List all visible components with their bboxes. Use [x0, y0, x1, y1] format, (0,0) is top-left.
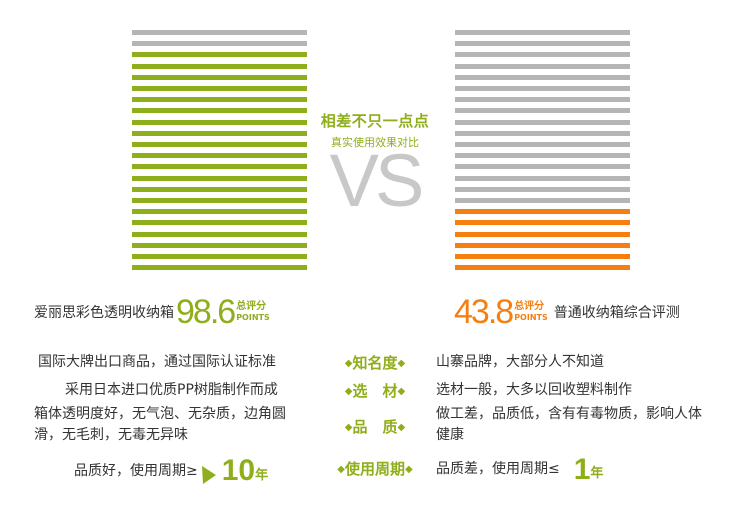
- right-usage-period: 品质差，使用周期≤ 1 年: [436, 452, 686, 486]
- criteria-label: 使用周期: [344, 460, 405, 478]
- left-filled-stripe: [132, 164, 307, 170]
- left-empty-stripe: [132, 30, 307, 35]
- right-empty-stripe: [455, 142, 630, 147]
- left-period-value: 10: [221, 454, 256, 487]
- left-period-unit: 年: [255, 468, 269, 483]
- right-brand-name: 普通收纳箱综合评测: [553, 305, 680, 321]
- left-filled-stripe: [132, 119, 307, 125]
- left-material: 采用日本进口优质PP树脂制作而成: [65, 382, 278, 398]
- right-unit-bottom: POINTS: [514, 313, 548, 322]
- diamond-icon: ◆: [397, 358, 406, 369]
- right-empty-stripe: [455, 130, 630, 136]
- left-filled-stripe: [132, 142, 307, 147]
- criteria-brand-recognition: ◆知名度◆: [322, 352, 428, 373]
- left-score-row: 爱丽思彩色透明收纳箱 98.6 总评分 POINTS: [34, 292, 276, 332]
- left-score-unit: 总评分 POINTS: [236, 301, 270, 323]
- right-empty-stripe: [455, 74, 630, 80]
- left-filled-stripe: [132, 231, 307, 237]
- criteria-label: 品 质: [352, 418, 398, 436]
- diamond-icon: ◆: [405, 464, 413, 475]
- right-empty-stripe: [455, 63, 630, 69]
- diamond-icon: ◆: [397, 386, 406, 397]
- diamond-icon: ◆: [344, 386, 353, 397]
- left-filled-stripe: [132, 74, 307, 80]
- right-filled-stripe: [455, 231, 630, 237]
- left-filled-stripe: [132, 52, 307, 58]
- left-filled-stripe: [132, 220, 307, 226]
- left-brand-recognition: 国际大牌出口商品，通过国际认证标准: [38, 354, 276, 370]
- diamond-icon: ◆: [344, 422, 353, 433]
- right-filled-stripe: [455, 242, 630, 248]
- right-empty-stripe: [455, 164, 630, 170]
- left-filled-stripe: [132, 209, 307, 215]
- right-empty-stripe: [455, 86, 630, 91]
- left-period-text: 品质好，使用周期≥: [74, 463, 198, 479]
- diamond-icon: ◆: [397, 422, 406, 433]
- burst-icon: [201, 466, 216, 484]
- left-unit-top: 总评分: [236, 301, 267, 312]
- right-empty-stripe: [455, 153, 630, 159]
- tagline: 相差不只一点点: [320, 112, 430, 130]
- vs-label: VS: [329, 139, 425, 222]
- left-unit-bottom: POINTS: [236, 313, 270, 322]
- diamond-icon: ◆: [337, 464, 345, 475]
- left-filled-stripe: [132, 153, 307, 159]
- left-score-value: 98.6: [176, 292, 236, 331]
- right-brand-recognition: 山寨品牌，大部分人不知道: [436, 354, 604, 370]
- right-period-text: 品质差，使用周期≤: [436, 461, 560, 477]
- criteria-quality: ◆品 质◆: [322, 416, 428, 437]
- left-empty-stripe: [132, 41, 307, 47]
- right-score-row: 43.8 总评分 POINTS 普通收纳箱综合评测: [452, 292, 680, 332]
- subtagline: 真实使用效果对比: [331, 136, 419, 149]
- right-empty-stripe: [455, 119, 630, 125]
- left-filled-stripe: [132, 108, 307, 114]
- right-empty-stripe: [455, 97, 630, 103]
- right-material: 选材一般，大多以回收塑料制作: [436, 382, 632, 398]
- right-period-value: 1: [573, 453, 591, 486]
- left-filled-stripe: [132, 130, 307, 136]
- left-quality: 箱体透明度好，无气泡、无杂质，边角圆滑，无毛刺，无毒无异味: [34, 406, 286, 443]
- right-empty-stripe: [455, 41, 630, 47]
- criteria-material: ◆选 材◆: [322, 380, 428, 401]
- right-empty-stripe: [455, 30, 630, 35]
- right-empty-stripe: [455, 186, 630, 192]
- right-empty-stripe: [455, 108, 630, 114]
- left-filled-stripe: [132, 186, 307, 192]
- right-filled-stripe: [455, 220, 630, 226]
- right-filled-stripe: [455, 254, 630, 259]
- criteria-label: 知名度: [352, 354, 398, 372]
- criteria-usage-period: ◆使用周期◆: [318, 458, 432, 479]
- left-filled-stripe: [132, 175, 307, 181]
- right-score-stripes: [455, 30, 630, 276]
- right-unit-top: 总评分: [514, 301, 545, 312]
- left-filled-stripe: [132, 242, 307, 248]
- right-filled-stripe: [455, 265, 630, 271]
- right-period-unit: 年: [590, 466, 604, 481]
- left-filled-stripe: [132, 254, 307, 259]
- diamond-icon: ◆: [344, 358, 353, 369]
- left-filled-stripe: [132, 86, 307, 91]
- left-filled-stripe: [132, 198, 307, 203]
- right-score-value: 43.8: [454, 292, 514, 331]
- left-score-stripes: [132, 30, 307, 276]
- left-brand-name: 爱丽思彩色透明收纳箱: [34, 305, 174, 321]
- criteria-label: 选 材: [352, 382, 398, 400]
- left-filled-stripe: [132, 63, 307, 69]
- left-filled-stripe: [132, 97, 307, 103]
- left-filled-stripe: [132, 265, 307, 271]
- left-usage-period: 品质好，使用周期≥ 10 年: [74, 454, 334, 487]
- right-quality: 做工差，品质低，含有有毒物质，影响人体健康: [436, 406, 702, 443]
- right-score-unit: 总评分 POINTS: [514, 301, 548, 323]
- right-empty-stripe: [455, 175, 630, 181]
- right-filled-stripe: [455, 209, 630, 215]
- right-empty-stripe: [455, 52, 630, 58]
- right-empty-stripe: [455, 198, 630, 203]
